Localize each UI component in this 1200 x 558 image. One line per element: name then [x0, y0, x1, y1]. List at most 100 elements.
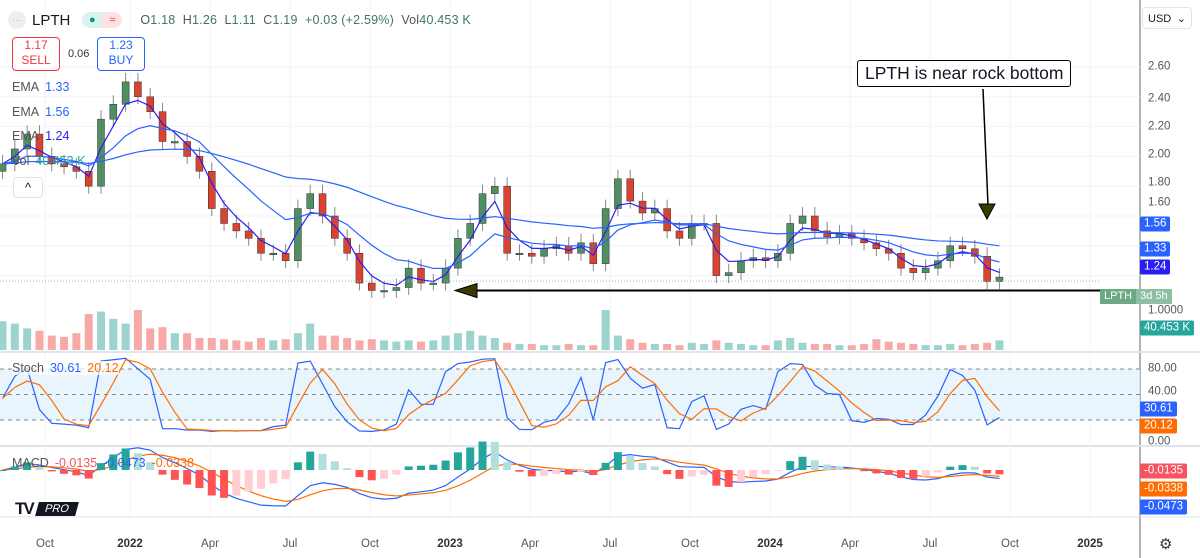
macd-histogram-bar [970, 466, 979, 470]
candle-body [786, 223, 794, 254]
symbol-price-tag: LPTH 3d 5h [1100, 289, 1172, 304]
volume-bar [195, 338, 204, 350]
volume-bar [47, 335, 56, 350]
bar-countdown: 3d 5h [1136, 289, 1172, 304]
status-pill[interactable]: ● ≈ [82, 12, 123, 28]
volume-bar [183, 333, 192, 350]
time-tick: Apr [201, 538, 219, 550]
volume-bar [109, 318, 118, 350]
candle-body [466, 223, 474, 239]
macd-histogram-bar [281, 470, 290, 480]
collapse-legend-button[interactable]: ^ [13, 177, 43, 198]
symbol-header: ⋯ LPTH ● ≈ O1.18 H1.26 L1.11 C1.19 +0.03… [8, 9, 471, 31]
volume-bar [515, 344, 524, 350]
candle-body [958, 245, 967, 250]
macd-histogram-bar [146, 462, 155, 470]
time-tick: 2023 [437, 538, 463, 550]
sell-label: SELL [21, 53, 51, 67]
volume-bar [60, 336, 69, 350]
stoch-k-line [2, 357, 1000, 433]
ema-short-line [2, 99, 1000, 287]
volume-bar [478, 335, 487, 350]
volume-bar [269, 340, 278, 350]
macd-histogram-bar [650, 466, 659, 470]
candle-body [601, 208, 610, 264]
legend-volume[interactable]: Vol 40.453 K [12, 154, 85, 168]
time-tick: Jul [602, 538, 618, 550]
stoch-tick: 0.00 [1148, 435, 1171, 448]
symbol-name[interactable]: LPTH [32, 11, 71, 29]
volume-bar [0, 321, 7, 350]
volume-bar [712, 340, 721, 350]
macd-histogram-bar [515, 470, 524, 472]
buy-button[interactable]: 1.23 BUY [97, 37, 145, 71]
low-value: 1.11 [231, 13, 256, 27]
legend-stoch[interactable]: Stoch 30.61 20.12 [12, 361, 119, 375]
macd-histogram-bar [10, 466, 19, 470]
stoch-d-badge: 20.12 [1140, 418, 1177, 434]
currency-select[interactable]: USD ⌄ [1142, 7, 1192, 29]
annotation-callout[interactable]: LPTH is near rock bottom [857, 60, 1072, 87]
macd-histogram-bar [847, 468, 856, 470]
candle-body [294, 208, 302, 261]
macd-histogram-bar [527, 470, 536, 477]
macd-histogram-bar [269, 470, 278, 484]
legend-ema-1[interactable]: EMA 1.33 [12, 80, 69, 94]
tradingview-logo[interactable]: TV PRO [15, 499, 79, 519]
candle-body [946, 245, 954, 261]
candle-body [491, 185, 499, 194]
symbol-logo-icon: ⋯ [8, 11, 26, 29]
macd-histogram-bar [687, 470, 696, 477]
price-tick: 1.60 [1148, 196, 1171, 209]
close-label: C [263, 13, 273, 27]
time-tick: Oct [681, 538, 699, 550]
volume-bar [453, 333, 462, 350]
macd-histogram-bar [638, 462, 647, 470]
tv-mark-icon: TV [15, 499, 35, 518]
candle-body [478, 193, 487, 224]
macd-histogram-bar [773, 470, 782, 471]
macd-histogram-bar [712, 470, 721, 486]
macd-histogram-bar [256, 470, 265, 489]
macd-histogram-bar [835, 466, 844, 470]
macd-histogram-bar [23, 462, 32, 470]
candle-body [515, 253, 524, 255]
price-tick: 2.00 [1148, 148, 1171, 161]
legend-label: MACD [12, 456, 49, 470]
change-value: +0.03 (+2.59%) [304, 13, 394, 27]
high-value: 1.26 [192, 13, 218, 27]
candle-body [23, 133, 31, 150]
legend-ema-3[interactable]: EMA 1.24 [12, 129, 69, 143]
sell-button[interactable]: 1.17 SELL [12, 37, 60, 71]
macd-histogram-bar [158, 470, 167, 475]
volume-bar [343, 338, 352, 350]
volume-tick: 1.0000 [1148, 304, 1184, 317]
legend-label: EMA [12, 105, 40, 119]
candle-body [269, 253, 278, 255]
legend-macd[interactable]: MACD -0.0135 -0.0473 -0.0338 [12, 456, 194, 470]
macd-histogram-bar [121, 448, 130, 470]
macd-histogram-bar [724, 470, 733, 487]
candle-body [454, 238, 462, 269]
time-tick: 2024 [757, 538, 783, 550]
legend-ema-2[interactable]: EMA 1.56 [12, 105, 69, 119]
macd-histogram-bar [884, 470, 893, 475]
macd-histogram-bar [244, 470, 253, 492]
macd-histogram-bar [330, 461, 339, 470]
macd-histogram-bar [761, 470, 770, 475]
volume-bar [170, 333, 179, 350]
candle-body [60, 163, 68, 168]
volume-bar [773, 340, 782, 350]
candle-body [737, 260, 745, 273]
settings-gear-icon[interactable]: ⚙ [1159, 536, 1173, 553]
volume-bar [884, 341, 893, 350]
volume-bar [995, 340, 1004, 350]
macd-histogram-bar [490, 441, 499, 470]
time-tick: Oct [361, 538, 379, 550]
volume-bar [564, 344, 573, 350]
volume-bar [552, 345, 561, 350]
volume-bar [416, 341, 425, 350]
volume-bar [946, 344, 955, 350]
legend-value: 1.33 [45, 80, 70, 94]
